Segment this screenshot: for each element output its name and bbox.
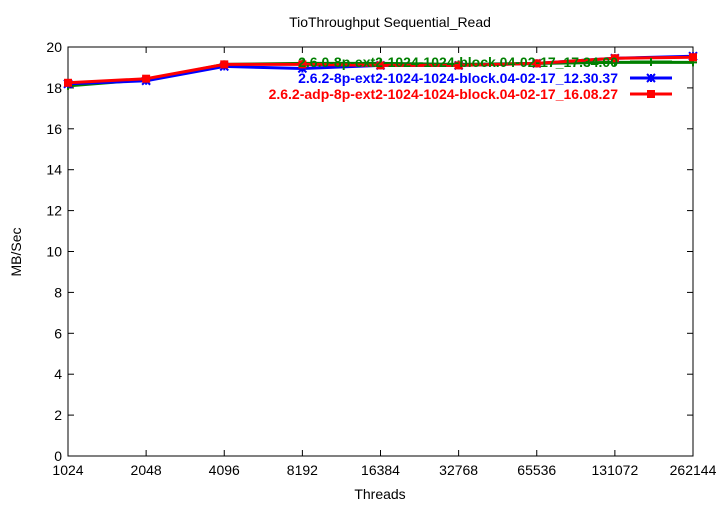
legend-label: 2.6.2-8p-ext2-1024-1024-block.04-02-17_1… [298,70,618,86]
x-tick-label: 1024 [52,462,83,478]
data-point [532,59,541,68]
y-tick-label: 20 [46,39,62,55]
x-tick-label: 131072 [592,462,639,478]
data-point [64,78,72,87]
x-tick-label: 8192 [287,462,318,478]
x-tick-label: 16384 [361,462,400,478]
chart-title: TioThroughput Sequential_Read [289,14,491,30]
data-point [689,53,697,62]
x-axis-label: Threads [354,486,405,502]
x-tick-label: 262144 [670,462,717,478]
y-tick-label: 8 [54,284,62,300]
data-point [142,74,151,83]
legend-label: 2.6.0-8p-ext2-1024-1024-block.04-02-17_1… [298,54,618,70]
y-tick-label: 14 [46,162,62,178]
y-tick-label: 18 [46,80,62,96]
y-tick-label: 12 [46,203,62,219]
data-point [298,60,307,69]
y-tick-label: 16 [46,121,62,137]
legend-marker [647,90,655,98]
data-point [610,54,619,63]
y-axis-label: MB/Sec [8,227,24,276]
data-point [454,61,463,70]
data-point [376,61,385,70]
x-tick-label: 4096 [209,462,240,478]
y-tick-label: 0 [54,448,62,464]
y-tick-label: 6 [54,325,62,341]
y-tick-label: 10 [46,244,62,260]
y-tick-label: 4 [54,366,62,382]
x-tick-label: 32768 [439,462,478,478]
x-tick-label: 65536 [517,462,556,478]
legend-marker [646,73,656,83]
x-tick-label: 2048 [131,462,162,478]
plot-border [67,46,694,457]
data-point [220,60,229,69]
legend-label: 2.6.2-adp-8p-ext2-1024-1024-block.04-02-… [269,86,619,102]
legend-marker [647,58,655,66]
y-tick-label: 2 [54,407,62,423]
